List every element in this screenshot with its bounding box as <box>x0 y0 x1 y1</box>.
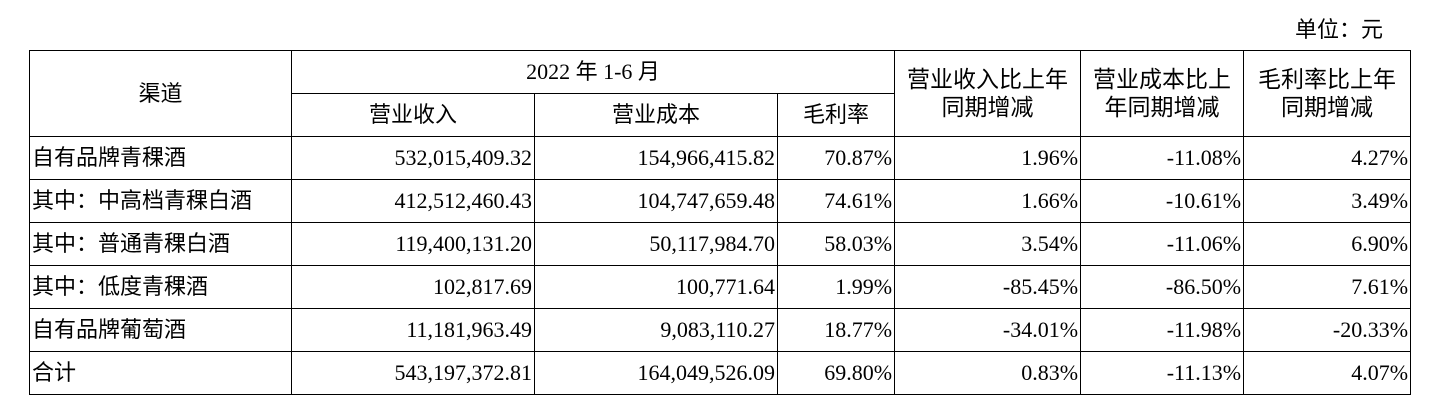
table-row: 合计 543,197,372.81 164,049,526.09 69.80% 0.83… <box>29 351 1412 395</box>
cell: 532,015,409.32 <box>291 136 535 180</box>
sales-table: 渠道 2022 年 1-6 月 营业收入比上年同期增减 营业成本比上年同期增减 … <box>29 50 1412 395</box>
cell: 0.83% <box>894 351 1082 395</box>
table-body: 自有品牌青稞酒 532,015,409.32 154,966,415.82 70.87… <box>29 136 1412 395</box>
cell: 164,049,526.09 <box>534 351 778 395</box>
cell: 18.77% <box>776 308 896 352</box>
cell: -10.61% <box>1080 179 1245 223</box>
cell: 6.90% <box>1243 222 1412 266</box>
header-cell: 营业收入 <box>291 93 535 137</box>
cell: 7.61% <box>1243 265 1412 309</box>
row-label: 其中：普通青稞白酒 <box>29 222 292 266</box>
cell: 412,512,460.43 <box>291 179 535 223</box>
cell: 100,771.64 <box>534 265 778 309</box>
cell: -85.45% <box>894 265 1082 309</box>
cell: 4.27% <box>1243 136 1412 180</box>
cell: 104,747,659.48 <box>534 179 778 223</box>
cell: -11.08% <box>1080 136 1245 180</box>
cell: 4.07% <box>1243 351 1412 395</box>
header-cell: 营业成本比上年同期增减 <box>1080 50 1245 137</box>
table-row: 其中：低度青稞酒 102,817.69 100,771.64 1.99% -85.45%… <box>29 265 1412 309</box>
cell: -34.01% <box>894 308 1082 352</box>
header-cell: 渠道 <box>29 50 292 137</box>
cell: 74.61% <box>776 179 896 223</box>
table-row: 自有品牌葡萄酒 11,181,963.49 9,083,110.27 18.77% -3… <box>29 308 1412 352</box>
row-label: 自有品牌葡萄酒 <box>29 308 292 352</box>
header-cell: 毛利率比上年同期增减 <box>1243 50 1412 137</box>
cell: 102,817.69 <box>291 265 535 309</box>
header-cell: 营业收入比上年同期增减 <box>894 50 1082 137</box>
header-cell: 2022 年 1-6 月 <box>290 50 896 94</box>
cell: 119,400,131.20 <box>291 222 535 266</box>
unit-label: 单位：元 <box>1294 17 1383 42</box>
cell: 1.99% <box>776 265 896 309</box>
cell: 1.96% <box>894 136 1082 180</box>
cell: 3.54% <box>894 222 1082 266</box>
header-cell: 毛利率 <box>776 93 896 137</box>
row-label: 合计 <box>29 351 292 395</box>
cell: 1.66% <box>894 179 1082 223</box>
cell: 70.87% <box>776 136 896 180</box>
table-row: 其中：普通青稞白酒 119,400,131.20 50,117,984.70 58.0… <box>29 222 1412 266</box>
cell: -11.98% <box>1080 308 1245 352</box>
cell: -11.13% <box>1080 351 1245 395</box>
cell: 9,083,110.27 <box>534 308 778 352</box>
table-row: 其中：中高档青稞白酒 412,512,460.43 104,747,659.48 74… <box>29 179 1412 223</box>
cell: -11.06% <box>1080 222 1245 266</box>
cell: 543,197,372.81 <box>291 351 535 395</box>
cell: -20.33% <box>1243 308 1412 352</box>
cell: 69.80% <box>776 351 896 395</box>
cell: 11,181,963.49 <box>291 308 535 352</box>
cell: 154,966,415.82 <box>534 136 778 180</box>
table-row: 自有品牌青稞酒 532,015,409.32 154,966,415.82 70.87… <box>29 136 1412 180</box>
cell: 3.49% <box>1243 179 1412 223</box>
row-label: 其中：中高档青稞白酒 <box>29 179 292 223</box>
cell: 50,117,984.70 <box>534 222 778 266</box>
header-cell: 营业成本 <box>534 93 778 137</box>
cell: -86.50% <box>1080 265 1245 309</box>
row-label: 其中：低度青稞酒 <box>29 265 292 309</box>
row-label: 自有品牌青稞酒 <box>29 136 292 180</box>
cell: 58.03% <box>776 222 896 266</box>
